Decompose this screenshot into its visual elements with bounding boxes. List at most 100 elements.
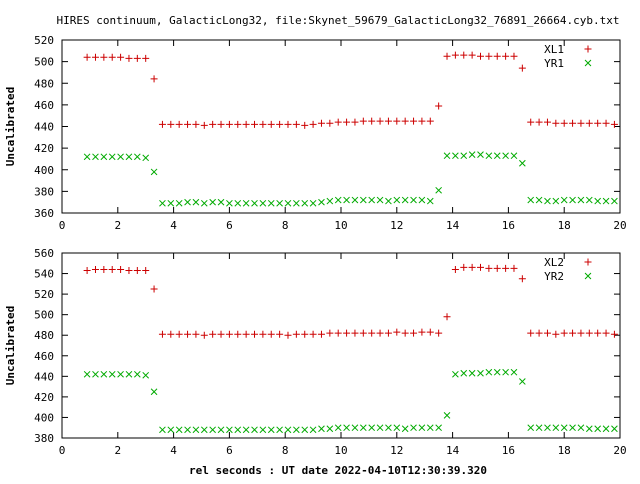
data-point-yr1 — [92, 153, 99, 161]
data-point-xl1 — [527, 118, 535, 126]
x-tick-label: 6 — [226, 444, 233, 457]
data-point-xl2 — [225, 330, 233, 338]
data-point-xl1 — [276, 120, 284, 128]
x-tick-label: 16 — [502, 444, 515, 457]
data-point-xl2 — [175, 330, 183, 338]
data-point-yr2 — [468, 369, 476, 377]
data-point-xl1 — [410, 117, 418, 125]
data-point-xl2 — [418, 328, 426, 336]
data-point-yr1 — [83, 153, 91, 161]
data-point-yr2 — [477, 369, 484, 377]
data-point-xl1 — [100, 53, 108, 61]
x-tick-label: 8 — [282, 444, 289, 457]
legend-label-yr1: YR1 — [544, 57, 564, 70]
data-point-xl2 — [560, 329, 568, 337]
data-point-yr2 — [150, 388, 158, 396]
data-point-yr1 — [334, 196, 342, 204]
data-point-xl1 — [167, 120, 175, 128]
data-point-yr1 — [602, 197, 610, 205]
data-point-yr2 — [167, 426, 175, 434]
data-point-yr1 — [544, 197, 551, 205]
data-point-xl2 — [91, 265, 99, 273]
data-point-xl2 — [108, 265, 116, 273]
data-point-yr1 — [401, 196, 409, 204]
data-point-yr2 — [594, 425, 602, 433]
legend-marker-yr1 — [584, 59, 592, 67]
data-point-yr2 — [560, 424, 568, 432]
data-point-xl1 — [602, 119, 610, 127]
data-point-xl2 — [602, 329, 610, 337]
data-point-yr2 — [184, 426, 191, 434]
data-point-xl2 — [543, 329, 551, 337]
data-point-xl2 — [451, 265, 459, 273]
data-point-yr1 — [435, 186, 442, 194]
data-point-yr2 — [309, 426, 317, 434]
data-point-yr1 — [134, 153, 141, 161]
plot-frame — [61, 39, 621, 214]
data-point-yr2 — [385, 424, 392, 432]
data-point-xl2 — [133, 266, 141, 274]
y-tick-label: 420 — [34, 142, 54, 155]
y-axis-label: Uncalibrated — [4, 306, 17, 385]
data-point-yr2 — [460, 369, 468, 377]
data-point-yr2 — [267, 426, 275, 434]
data-point-xl2 — [158, 330, 166, 338]
data-point-yr1 — [242, 199, 250, 207]
data-point-xl1 — [560, 119, 568, 127]
data-point-xl1 — [577, 119, 585, 127]
legend-marker-xl2 — [584, 258, 592, 266]
data-point-yr1 — [452, 152, 459, 160]
data-point-xl2 — [485, 264, 493, 272]
data-point-yr2 — [452, 370, 459, 378]
data-point-yr2 — [544, 424, 551, 432]
x-tick-label: 14 — [446, 219, 460, 232]
data-point-yr2 — [117, 370, 124, 378]
data-point-xl1 — [284, 120, 292, 128]
data-point-xl1 — [510, 52, 518, 60]
data-point-yr2 — [502, 368, 509, 376]
data-point-xl2 — [100, 265, 108, 273]
y-tick-label: 440 — [34, 121, 54, 134]
data-point-xl1 — [91, 53, 99, 61]
data-point-xl2 — [351, 329, 359, 337]
data-point-yr1 — [560, 196, 568, 204]
data-point-yr2 — [242, 426, 250, 434]
data-point-xl2 — [552, 330, 560, 338]
data-point-xl1 — [468, 51, 476, 59]
data-point-xl2 — [610, 330, 618, 338]
data-point-yr1 — [209, 198, 216, 206]
data-point-yr2 — [493, 368, 501, 376]
data-point-xl1 — [451, 51, 459, 59]
x-tick-label: 10 — [334, 444, 347, 457]
data-point-xl1 — [158, 120, 166, 128]
data-point-xl2 — [510, 264, 518, 272]
data-point-xl1 — [267, 120, 275, 128]
data-point-xl1 — [209, 120, 217, 128]
data-point-xl2 — [343, 329, 351, 337]
data-point-yr2 — [175, 426, 183, 434]
data-point-yr2 — [226, 426, 233, 434]
data-point-yr2 — [100, 370, 108, 378]
data-point-xl1 — [569, 119, 577, 127]
data-point-xl2 — [259, 330, 267, 338]
data-point-xl2 — [518, 275, 526, 283]
data-point-yr2 — [527, 424, 535, 432]
data-point-xl1 — [343, 118, 351, 126]
data-point-xl1 — [225, 120, 233, 128]
data-point-xl1 — [594, 119, 602, 127]
data-point-xl2 — [267, 330, 275, 338]
y-tick-label: 420 — [34, 391, 54, 404]
y-axis-label: Uncalibrated — [4, 87, 17, 166]
data-point-yr1 — [569, 196, 576, 204]
data-point-xl2 — [167, 330, 175, 338]
data-point-xl1 — [184, 120, 192, 128]
data-point-xl1 — [401, 117, 409, 125]
data-point-xl2 — [577, 329, 585, 337]
x-tick-label: 10 — [334, 219, 347, 232]
data-point-yr1 — [418, 196, 426, 204]
data-point-yr2 — [611, 425, 618, 433]
data-point-yr2 — [569, 424, 576, 432]
data-point-xl1 — [234, 120, 242, 128]
x-tick-label: 14 — [446, 444, 460, 457]
